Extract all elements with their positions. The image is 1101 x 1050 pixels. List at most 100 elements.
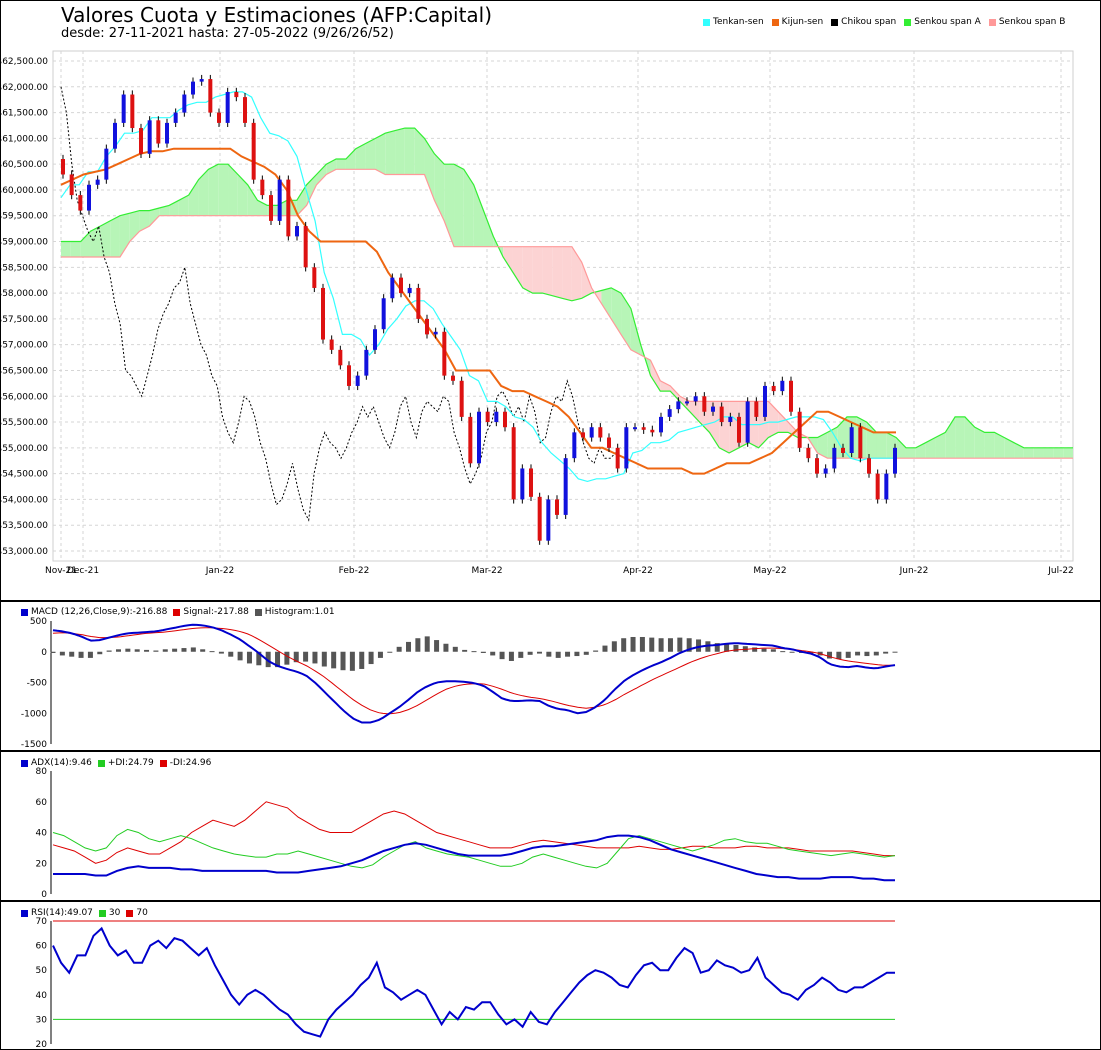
candle-up <box>113 122 117 149</box>
cloud-segment <box>571 246 582 301</box>
histogram-bar <box>855 651 861 656</box>
cloud-segment <box>1043 447 1054 459</box>
candle-down <box>243 97 247 123</box>
histogram-bar <box>246 651 252 664</box>
histogram-bar <box>69 651 75 657</box>
adx-legend-adx-swatch <box>21 759 28 767</box>
cloud-segment <box>100 220 111 257</box>
candle-up <box>728 416 733 423</box>
y-tick-label: 500 <box>30 617 47 627</box>
histogram-bar <box>621 638 627 652</box>
y-tick-label: $57,000.00 <box>1 341 48 351</box>
cloud-segment <box>159 205 170 216</box>
candle-down <box>130 94 135 129</box>
cloud-segment <box>562 246 572 301</box>
histogram-bar <box>555 651 561 658</box>
histogram-bar <box>546 651 552 657</box>
candle-up <box>884 473 889 500</box>
candle-down <box>771 385 776 392</box>
candle-down <box>511 427 516 500</box>
legend-senkou-a-label: Senkou span A <box>914 17 981 27</box>
histogram-bar <box>892 651 898 653</box>
y-tick-label: $55,500.00 <box>1 418 48 428</box>
rsi-legend: RSI(14):49.07 30 70 <box>21 908 148 918</box>
x-tick-label: Nov-21 <box>45 566 77 576</box>
y-tick-label: $54,000.00 <box>1 495 48 505</box>
histogram-bar <box>50 651 56 653</box>
cloud-segment <box>503 246 513 273</box>
cloud-segment <box>178 195 189 216</box>
histogram-bar <box>462 649 468 652</box>
histogram-bar <box>677 637 683 652</box>
histogram-bar <box>471 651 477 653</box>
y-tick-label: 0 <box>41 890 47 900</box>
histogram-bar <box>78 651 84 658</box>
cloud-segment <box>1053 447 1064 459</box>
candle-down <box>598 427 603 438</box>
candle-up <box>95 179 100 185</box>
cloud-segment <box>473 184 484 247</box>
candle-down <box>312 267 317 288</box>
histogram-bar <box>490 651 496 656</box>
legend-kijun-swatch <box>771 18 779 26</box>
histogram-bar <box>827 651 833 659</box>
macd-legend-macd: MACD (12,26,Close,9):-216.88 <box>21 607 167 617</box>
adx-legend-minus-di: -DI:24.96 <box>159 758 211 768</box>
histogram-bar <box>480 651 486 653</box>
cloud-segment <box>228 164 238 216</box>
x-tick-label: Dec-21 <box>67 566 99 576</box>
candle-down <box>737 416 741 443</box>
histogram-bar <box>443 643 449 652</box>
candle-down <box>347 365 351 386</box>
cloud-segment <box>454 164 464 247</box>
cloud-segment <box>925 437 936 459</box>
panel-divider-adx <box>1 750 1101 752</box>
candle-down <box>61 159 65 175</box>
histogram-bar <box>583 651 589 655</box>
y-tick-label: 20 <box>36 859 48 869</box>
panel-divider-macd <box>1 600 1101 602</box>
histogram-bar <box>172 648 178 652</box>
histogram-bar <box>406 641 412 652</box>
candle-down <box>260 179 265 196</box>
x-tick-label: Jan-22 <box>205 566 235 576</box>
legend-senkou-a: Senkou span A <box>904 17 981 27</box>
candle-up <box>685 401 689 404</box>
y-tick-label: $62,500.00 <box>1 57 48 67</box>
y-tick-label: 30 <box>36 1015 48 1025</box>
histogram-bar <box>218 651 224 654</box>
candle-down <box>156 120 161 144</box>
adx-legend: ADX(14):9.46 +DI:24.79 -DI:24.96 <box>21 758 211 768</box>
adx-legend-minus-di-swatch <box>159 759 167 767</box>
candle-up <box>191 81 195 95</box>
y-tick-label: $59,500.00 <box>1 212 48 222</box>
candle-down <box>615 447 620 469</box>
macd-chart: 500 0 -500 -1000 -1500 <box>21 617 898 750</box>
histogram-bar <box>377 651 383 658</box>
y-tick-label: $58,500.00 <box>1 263 48 273</box>
y-tick-label: $62,000.00 <box>1 83 48 93</box>
senkou-span-a-line <box>61 127 1073 454</box>
cloud-segment <box>768 401 779 438</box>
histogram-bar <box>686 638 692 652</box>
adx-chart: 80 60 40 20 0 <box>36 767 896 900</box>
candle-down <box>754 401 759 417</box>
y-tick-label: 20 <box>36 1040 48 1050</box>
cloud-segment <box>80 231 91 257</box>
rsi-legend-30: 30 <box>98 908 120 918</box>
cloud-segment <box>375 133 386 175</box>
histogram-bar <box>190 647 196 652</box>
cloud-segment <box>149 208 160 227</box>
y-tick-label: 40 <box>36 829 48 839</box>
y-tick-label: 0 <box>41 648 47 658</box>
candle-down <box>217 112 221 123</box>
histogram-bar <box>593 650 599 652</box>
histogram-bar <box>565 651 571 657</box>
cloud-segment <box>306 174 317 206</box>
legend-chikou-swatch <box>831 18 839 26</box>
rsi-chart: 70 60 50 40 30 20 <box>36 917 895 1050</box>
cloud-segment <box>935 432 946 459</box>
cloud-segment <box>994 432 1005 459</box>
legend-kijun: Kijun-sen <box>771 17 823 27</box>
